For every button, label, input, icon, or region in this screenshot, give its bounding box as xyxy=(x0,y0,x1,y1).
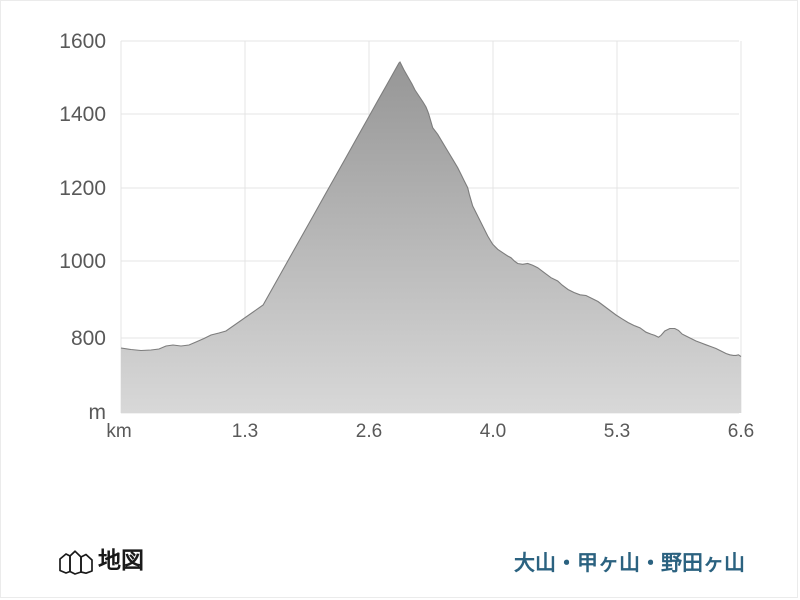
svg-text:6.6: 6.6 xyxy=(728,421,754,442)
svg-text:5.3: 5.3 xyxy=(604,421,630,442)
svg-text:1000: 1000 xyxy=(59,250,106,273)
svg-text:800: 800 xyxy=(71,327,106,350)
svg-text:1200: 1200 xyxy=(59,177,106,200)
svg-text:1400: 1400 xyxy=(59,103,106,126)
svg-text:2.6: 2.6 xyxy=(356,421,382,442)
svg-text:km: km xyxy=(106,421,131,442)
svg-text:1600: 1600 xyxy=(59,30,106,53)
svg-text:1.3: 1.3 xyxy=(232,421,258,442)
svg-text:4.0: 4.0 xyxy=(480,421,506,442)
svg-text:m: m xyxy=(89,401,107,424)
